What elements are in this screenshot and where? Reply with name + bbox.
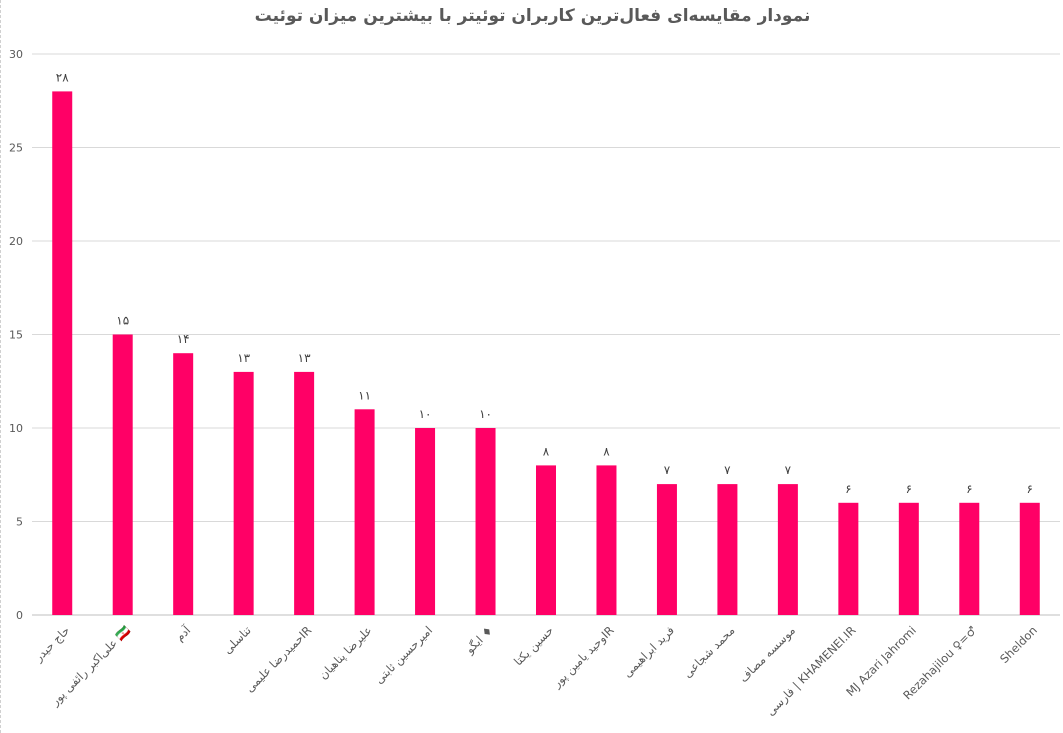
data-label: ۸: [543, 444, 550, 458]
bar: [898, 502, 919, 615]
bar: [536, 465, 556, 615]
x-tick-label: آدم: [172, 623, 193, 644]
x-tick-label: محمد شجاعی: [680, 623, 737, 680]
bar: [52, 91, 73, 615]
x-tick-label: ایگو ♦: [462, 623, 496, 657]
data-label: ۱۳: [237, 351, 250, 365]
bar: [233, 371, 254, 615]
data-label: ۶: [845, 482, 851, 496]
data-label: ۱۰: [419, 407, 432, 421]
data-label: ۶: [906, 482, 912, 496]
bar: [959, 502, 980, 615]
x-tick-label: حمیدرضا علیمیIR: [242, 623, 314, 695]
y-tick-label: 15: [9, 329, 23, 342]
bar: [717, 484, 738, 615]
data-label: ۱۵: [116, 314, 129, 328]
data-label: ۶: [1027, 482, 1033, 496]
x-tick-label: حسین یکتا: [511, 623, 557, 669]
y-tick-label: 20: [9, 235, 23, 248]
x-tick-label: تناسلی: [220, 623, 253, 656]
data-label: ۷: [785, 463, 792, 477]
data-label: ۷: [724, 463, 731, 477]
data-label: ۲۸: [56, 70, 69, 84]
bar: [173, 353, 194, 615]
data-label: ۶: [966, 482, 972, 496]
x-tick-label: موسسه مصاف: [736, 623, 798, 685]
bar: [475, 428, 496, 615]
data-label: ۸: [603, 444, 610, 458]
data-label: ۱۴: [177, 332, 190, 346]
x-tick-label: فرید ابراهیمی: [620, 623, 678, 681]
x-tick-label: وحید یامین پورIR: [549, 623, 617, 691]
data-label: ۱۰: [479, 407, 492, 421]
bar: [112, 334, 133, 615]
bar: [656, 484, 677, 615]
bar: [777, 484, 798, 615]
bar: [415, 428, 436, 615]
x-tick-label: حاج حیدر: [31, 623, 73, 665]
data-label: ۱۳: [298, 351, 311, 365]
bar: [294, 371, 315, 615]
chart-title: نمودار مقایسه‌ای فعال‌ترین کاربران توئیت…: [254, 6, 811, 26]
bar: [838, 502, 859, 615]
data-label: ۱۱: [358, 388, 371, 402]
bar: [596, 465, 617, 615]
x-tick-label: علیرضا پناهیان: [316, 623, 375, 682]
y-tick-label: 0: [16, 609, 23, 622]
x-tick-label: Sheldon: [997, 623, 1040, 666]
y-tick-label: 5: [16, 516, 23, 529]
y-tick-label: 25: [9, 142, 23, 155]
bar: [354, 409, 375, 615]
data-label: ۷: [664, 463, 671, 477]
y-tick-label: 10: [9, 422, 23, 435]
x-tick-label: امیرحسین ثابتی: [372, 623, 436, 687]
bar: [1019, 502, 1040, 615]
y-tick-label: 30: [9, 48, 23, 61]
